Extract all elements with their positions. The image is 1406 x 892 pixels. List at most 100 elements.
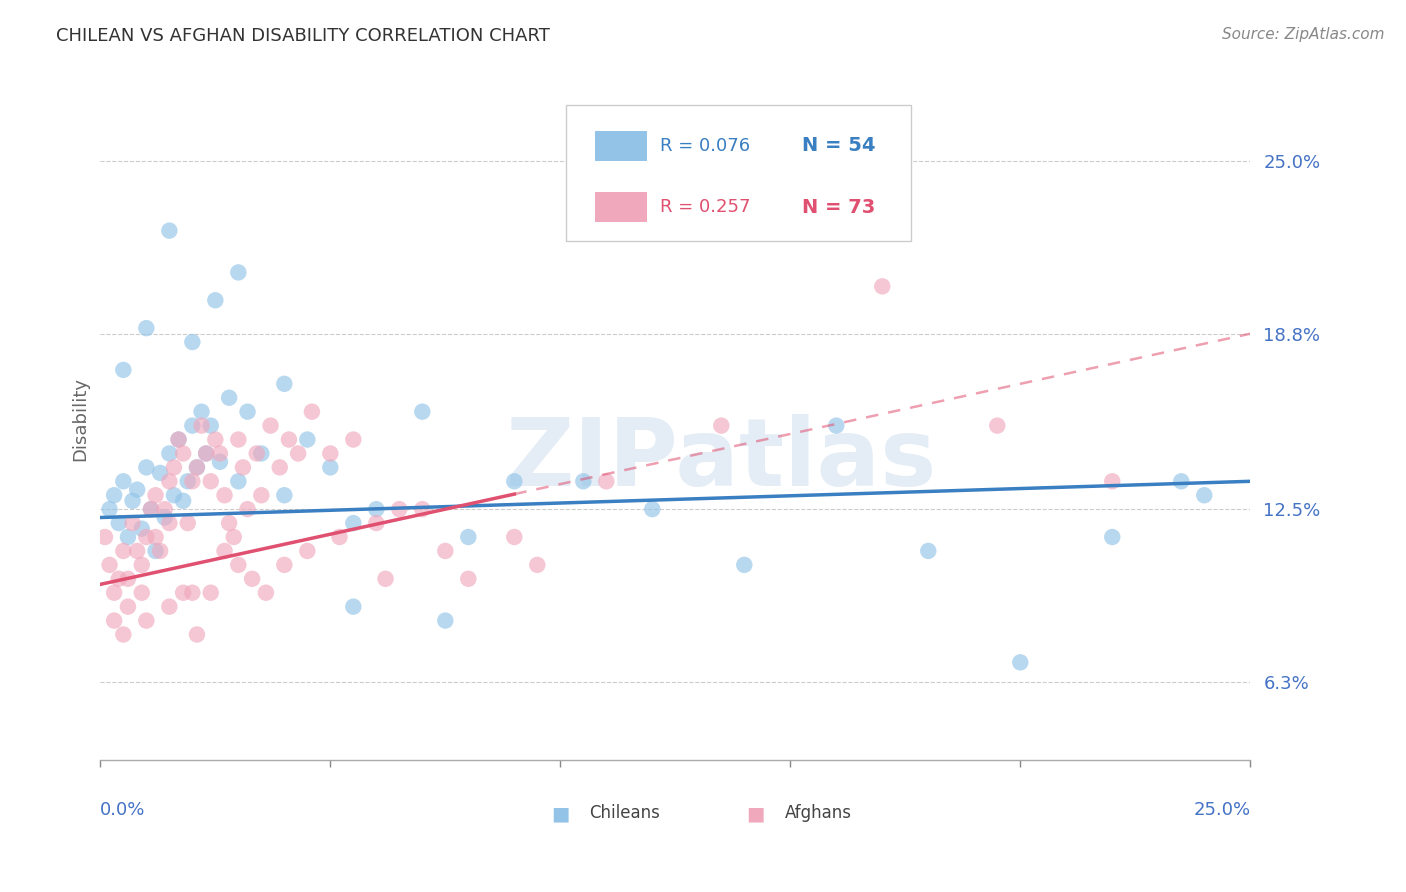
Point	[388, 502, 411, 516]
Point	[825, 418, 848, 433]
Point	[112, 544, 135, 558]
Point	[190, 418, 212, 433]
Point	[503, 475, 526, 489]
Point	[214, 544, 236, 558]
Point	[228, 265, 250, 279]
Point	[236, 502, 259, 516]
Point	[107, 572, 129, 586]
Point	[297, 544, 319, 558]
Point	[457, 530, 479, 544]
Point	[121, 493, 143, 508]
Point	[228, 558, 250, 572]
Bar	[595, 131, 647, 161]
Point	[411, 502, 433, 516]
Point	[250, 488, 273, 502]
Point	[135, 614, 157, 628]
Point	[145, 488, 167, 502]
Point	[157, 516, 180, 530]
Point	[1194, 488, 1216, 502]
Point	[163, 460, 186, 475]
Point	[218, 391, 240, 405]
Point	[301, 405, 323, 419]
Point	[200, 418, 222, 433]
Point	[434, 544, 457, 558]
Point	[139, 502, 162, 516]
Point	[342, 516, 364, 530]
Point	[297, 433, 319, 447]
Point	[157, 475, 180, 489]
Point	[181, 418, 204, 433]
Point	[107, 516, 129, 530]
Point	[195, 446, 218, 460]
Point	[172, 493, 194, 508]
Point	[246, 446, 269, 460]
Point	[208, 446, 231, 460]
Point	[190, 405, 212, 419]
Point	[127, 483, 149, 497]
Point	[1101, 530, 1123, 544]
Point	[222, 530, 245, 544]
Point	[208, 455, 231, 469]
Point	[112, 475, 135, 489]
Point	[259, 418, 281, 433]
Point	[117, 530, 139, 544]
Point	[157, 446, 180, 460]
Point	[214, 488, 236, 502]
Point	[131, 522, 153, 536]
Point	[526, 558, 548, 572]
Point	[641, 502, 664, 516]
Point	[1010, 656, 1032, 670]
Point	[1101, 475, 1123, 489]
Point	[186, 627, 208, 641]
Point	[177, 516, 200, 530]
Text: ■: ■	[747, 805, 765, 823]
Point	[103, 488, 125, 502]
Text: 0.0%: 0.0%	[100, 801, 146, 819]
Point	[172, 585, 194, 599]
Point	[411, 405, 433, 419]
Point	[366, 516, 388, 530]
Point	[250, 446, 273, 460]
Point	[181, 475, 204, 489]
Point	[328, 530, 350, 544]
Point	[153, 502, 176, 516]
Point	[145, 544, 167, 558]
Point	[186, 460, 208, 475]
Y-axis label: Disability: Disability	[72, 376, 89, 460]
Point	[342, 433, 364, 447]
Text: Source: ZipAtlas.com: Source: ZipAtlas.com	[1222, 27, 1385, 42]
Point	[374, 572, 396, 586]
Point	[503, 530, 526, 544]
Point	[986, 418, 1008, 433]
Point	[127, 544, 149, 558]
Point	[200, 585, 222, 599]
Point	[139, 502, 162, 516]
Text: ■: ■	[551, 805, 569, 823]
Point	[186, 460, 208, 475]
Point	[98, 502, 121, 516]
Point	[200, 475, 222, 489]
Text: Afghans: Afghans	[785, 805, 852, 822]
Point	[240, 572, 263, 586]
Point	[167, 433, 190, 447]
Point	[112, 363, 135, 377]
Point	[94, 530, 117, 544]
Point	[121, 516, 143, 530]
Point	[319, 460, 342, 475]
Point	[131, 558, 153, 572]
Point	[342, 599, 364, 614]
Point	[157, 224, 180, 238]
Point	[153, 510, 176, 524]
Point	[273, 488, 295, 502]
Point	[269, 460, 291, 475]
Text: 25.0%: 25.0%	[1194, 801, 1250, 819]
Point	[181, 334, 204, 349]
Point	[917, 544, 939, 558]
Point	[167, 433, 190, 447]
Point	[733, 558, 755, 572]
Text: N = 73: N = 73	[801, 198, 875, 217]
Text: ZIPatlas: ZIPatlas	[506, 414, 936, 506]
Point	[157, 599, 180, 614]
Point	[204, 433, 226, 447]
Point	[218, 516, 240, 530]
